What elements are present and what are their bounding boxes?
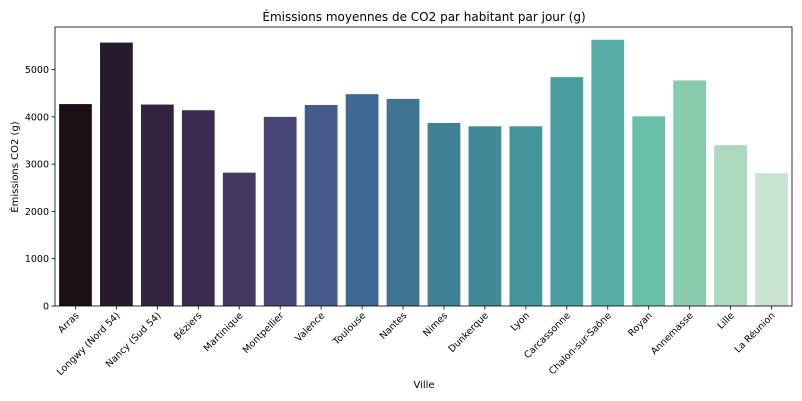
bar-3 [181,110,215,307]
bar-6 [304,105,338,306]
x-tick-label-11: Lyon [509,310,532,333]
plot-frame [54,26,793,307]
y-tick-label-3: 3000 [25,160,49,171]
y-tick-label-2: 2000 [25,207,49,218]
bar-12 [550,77,584,306]
y-tick-label-1: 1000 [25,254,49,265]
x-tick-label-0: Arras [56,310,81,335]
x-tick-label-3: Béziers [172,310,204,342]
x-tick-label-16: Lille [715,310,736,331]
x-axis-label: Ville [413,380,434,391]
bar-14 [632,116,666,306]
bar-7 [345,94,379,306]
bar-4 [222,172,256,306]
bar-0 [59,104,92,307]
bar-8 [386,98,420,307]
x-tick-label-8: Nantes [378,310,409,341]
x-tick-label-4: Martinique [202,310,246,354]
y-tick-label-5: 5000 [25,65,49,76]
y-tick-label-0: 0 [43,302,49,313]
x-tick-label-14: Royan [626,310,655,339]
y-axis-label: Émissions CO2 (g) [8,121,21,213]
bar-15 [673,80,707,306]
x-tick-label-9: Nimes [421,310,450,339]
bar-2 [140,104,174,306]
x-tick-label-10: Dunkerque [446,310,491,355]
x-tick-label-6: Valence [293,310,327,344]
bar-9 [427,122,461,306]
bar-13 [591,39,625,307]
x-tick-label-15: Annemasse [649,310,696,357]
x-tick-label-7: Toulouse [331,310,369,348]
x-tick-label-5: Montpellier [241,310,287,356]
bar-11 [509,126,543,306]
chart-title: Émissions moyennes de CO2 par habitant p… [262,9,585,24]
y-tick-label-4: 4000 [25,112,49,123]
bar-16 [714,145,747,306]
x-tick-label-17: La Réunion [733,310,778,355]
bar-1 [100,42,133,307]
bar-5 [263,116,297,306]
bar-17 [755,173,788,306]
bar-10 [468,126,502,306]
bars-group [59,39,788,307]
y-axis: 0 1000 2000 3000 4000 5000 [25,65,55,313]
